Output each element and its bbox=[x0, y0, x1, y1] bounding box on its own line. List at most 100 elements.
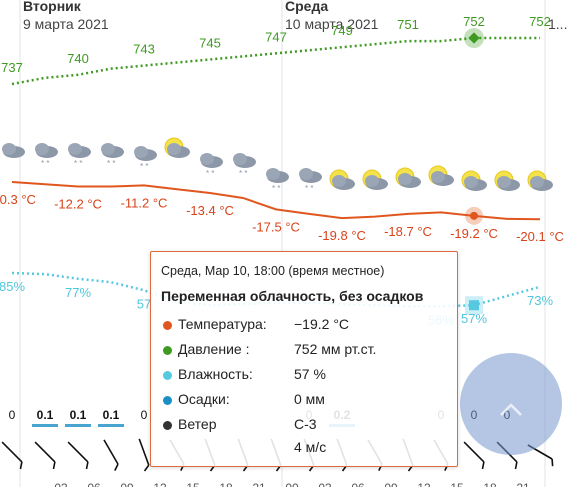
series-data-label: 751 bbox=[397, 17, 419, 32]
series-line-temperature bbox=[11, 181, 541, 221]
time-tick: 09 bbox=[384, 481, 398, 487]
day-date: 1... bbox=[548, 16, 567, 32]
time-tick: 18 bbox=[219, 481, 233, 487]
series-data-label: -13.4 °C bbox=[186, 203, 234, 218]
series-data-label: 749 bbox=[331, 23, 353, 38]
cloud-shape bbox=[233, 153, 247, 165]
time-tick: 06 bbox=[87, 481, 101, 487]
series-data-label: -11.2 °C bbox=[121, 195, 168, 210]
tooltip-row-value: 0 мм bbox=[294, 391, 325, 407]
series-data-label: -17.5 °C bbox=[252, 219, 300, 234]
series-data-label: -19.8 °C bbox=[318, 228, 366, 243]
tooltip-row-label: Давление : bbox=[178, 341, 250, 357]
day-date: 10 марта 2021 bbox=[285, 16, 379, 32]
series-data-label: 752 bbox=[463, 14, 485, 29]
series-data-label: 57% bbox=[461, 311, 487, 326]
wind-shaft bbox=[67, 441, 89, 463]
tooltip-row-label: Влажность: bbox=[178, 366, 253, 382]
time-tick: 09 bbox=[120, 481, 134, 487]
cloud-shape bbox=[200, 153, 214, 165]
precip-bar bbox=[32, 424, 58, 427]
snowflake-mark: * * bbox=[272, 184, 280, 193]
series-data-label: -18.7 °C bbox=[384, 224, 432, 239]
cloud-sun-icon bbox=[461, 170, 487, 191]
series-dot-icon bbox=[163, 346, 172, 355]
precip-value: 0 bbox=[141, 408, 148, 422]
series-data-label: 752 bbox=[529, 14, 551, 29]
tooltip-row: Влажность: 57 % bbox=[161, 364, 447, 389]
cloud-snow-icon: * * bbox=[68, 143, 91, 168]
highlight-marker bbox=[469, 300, 479, 311]
scroll-top-button[interactable] bbox=[460, 353, 562, 455]
cloud-shape bbox=[332, 175, 346, 187]
series-data-label: -12.2 °C bbox=[54, 197, 102, 212]
cloud-shape bbox=[299, 168, 313, 180]
series-data-label: 747 bbox=[265, 29, 287, 44]
cloud-shape bbox=[398, 173, 412, 185]
cloud-snow-icon: * * bbox=[134, 146, 157, 171]
cloud-snow-icon: * * bbox=[266, 168, 289, 193]
day-date: 9 марта 2021 bbox=[23, 16, 109, 32]
snowflake-mark: * * bbox=[305, 184, 313, 193]
highlight-marker bbox=[470, 211, 478, 220]
wind-arrow-icon bbox=[103, 439, 119, 471]
cloud-icon bbox=[2, 143, 25, 158]
cloud-snow-icon: * * bbox=[233, 153, 256, 178]
time-tick: 12 bbox=[153, 481, 167, 487]
cloud-snow-icon: * * bbox=[200, 153, 223, 178]
tooltip-title: Переменная облачность, без осадков bbox=[161, 288, 424, 304]
series-line-pressure bbox=[11, 36, 540, 86]
cloud-shape bbox=[167, 143, 181, 155]
snowflake-mark: * * bbox=[239, 169, 247, 178]
tooltip-row: Температура: −19.2 °C bbox=[161, 314, 447, 339]
cloud-shape bbox=[365, 175, 379, 187]
tooltip: Среда, Мар 10, 18:00 (время местное) Пер… bbox=[150, 251, 458, 467]
tooltip-row-label: Осадки: bbox=[178, 391, 230, 407]
tooltip-row-label: Ветер bbox=[178, 416, 217, 432]
wind-barb bbox=[143, 464, 150, 472]
wind-arrow-icon bbox=[138, 438, 150, 472]
snowflake-mark: * * bbox=[41, 159, 49, 168]
precip-value: 0 bbox=[9, 408, 16, 422]
wind-arrow-icon bbox=[34, 441, 56, 470]
time-tick: 15 bbox=[450, 481, 464, 487]
wind-shaft bbox=[138, 438, 150, 466]
series-data-label: 57 bbox=[137, 296, 151, 311]
series-dot-icon bbox=[163, 371, 172, 380]
series-data-label: -10.3 °C bbox=[0, 192, 36, 207]
tooltip-row-value: 57 % bbox=[294, 366, 326, 382]
cloud-shape bbox=[431, 171, 445, 183]
time-tick: 00 bbox=[285, 481, 299, 487]
wind-barb bbox=[19, 461, 23, 470]
cloud-sun-icon bbox=[494, 170, 520, 191]
tooltip-wind-speed: 4 м/с bbox=[294, 439, 327, 455]
highlight-marker bbox=[468, 32, 480, 44]
day-name: Вторник bbox=[23, 0, 82, 14]
wind-barb bbox=[114, 463, 119, 471]
snowflake-mark: * * bbox=[140, 162, 148, 171]
weather-icons: * * * * * * * * * * * * * * * * bbox=[2, 137, 553, 193]
cloud-snow-icon: * * bbox=[101, 143, 124, 168]
series-data-label: 77% bbox=[65, 285, 91, 300]
time-tick: 03 bbox=[54, 481, 68, 487]
day-headers: Вторник 9 марта 2021 Среда 10 марта 2021 1..… bbox=[23, 0, 567, 32]
precip-value: 0.1 bbox=[103, 408, 120, 422]
tooltip-row: Ветер С-3 bbox=[161, 414, 447, 439]
tooltip-row: Осадки: 0 мм bbox=[161, 389, 447, 414]
time-tick: 18 bbox=[483, 481, 497, 487]
time-tick: 06 bbox=[351, 481, 365, 487]
tooltip-extra-row: 4 м/с bbox=[161, 439, 447, 464]
cloud-sun-icon bbox=[428, 165, 454, 186]
series-data-label: 740 bbox=[67, 51, 89, 66]
precip-bar bbox=[65, 424, 91, 427]
cloud-shape bbox=[497, 176, 511, 188]
tooltip-row: Давление : 752 мм рт.ст. bbox=[161, 339, 447, 364]
cloud-shape bbox=[68, 143, 82, 155]
cloud-sun-icon bbox=[329, 169, 355, 190]
snowflake-mark: * * bbox=[206, 169, 214, 178]
cloud-shape bbox=[2, 143, 16, 155]
wind-arrow-icon bbox=[463, 441, 485, 470]
wind-barb bbox=[52, 461, 56, 470]
wind-barb bbox=[85, 461, 89, 470]
wind-shaft bbox=[34, 441, 56, 463]
